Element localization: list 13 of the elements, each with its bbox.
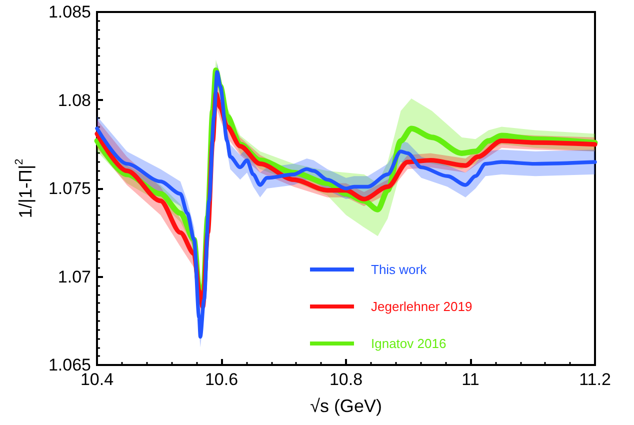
y-axis-title: 1/|1-Π|2 [14, 158, 36, 218]
legend-label: Ignatov 2016 [371, 336, 446, 351]
legend-label: Jegerlehner 2019 [371, 299, 472, 314]
x-tick-label: 10.8 [329, 370, 363, 389]
y-tick-label: 1.08 [58, 90, 91, 110]
x-tick-label: 10.6 [204, 370, 238, 389]
x-tick-label: 11.2 [579, 370, 611, 389]
legend-label: This work [371, 262, 428, 277]
y-tick-label: 1.07 [58, 267, 91, 286]
x-tick-label: 11 [462, 370, 480, 389]
y-tick-label: 1.075 [48, 179, 91, 198]
x-axis-title: √s (GeV) [310, 396, 382, 416]
y-tick-label: 1.085 [48, 2, 91, 22]
